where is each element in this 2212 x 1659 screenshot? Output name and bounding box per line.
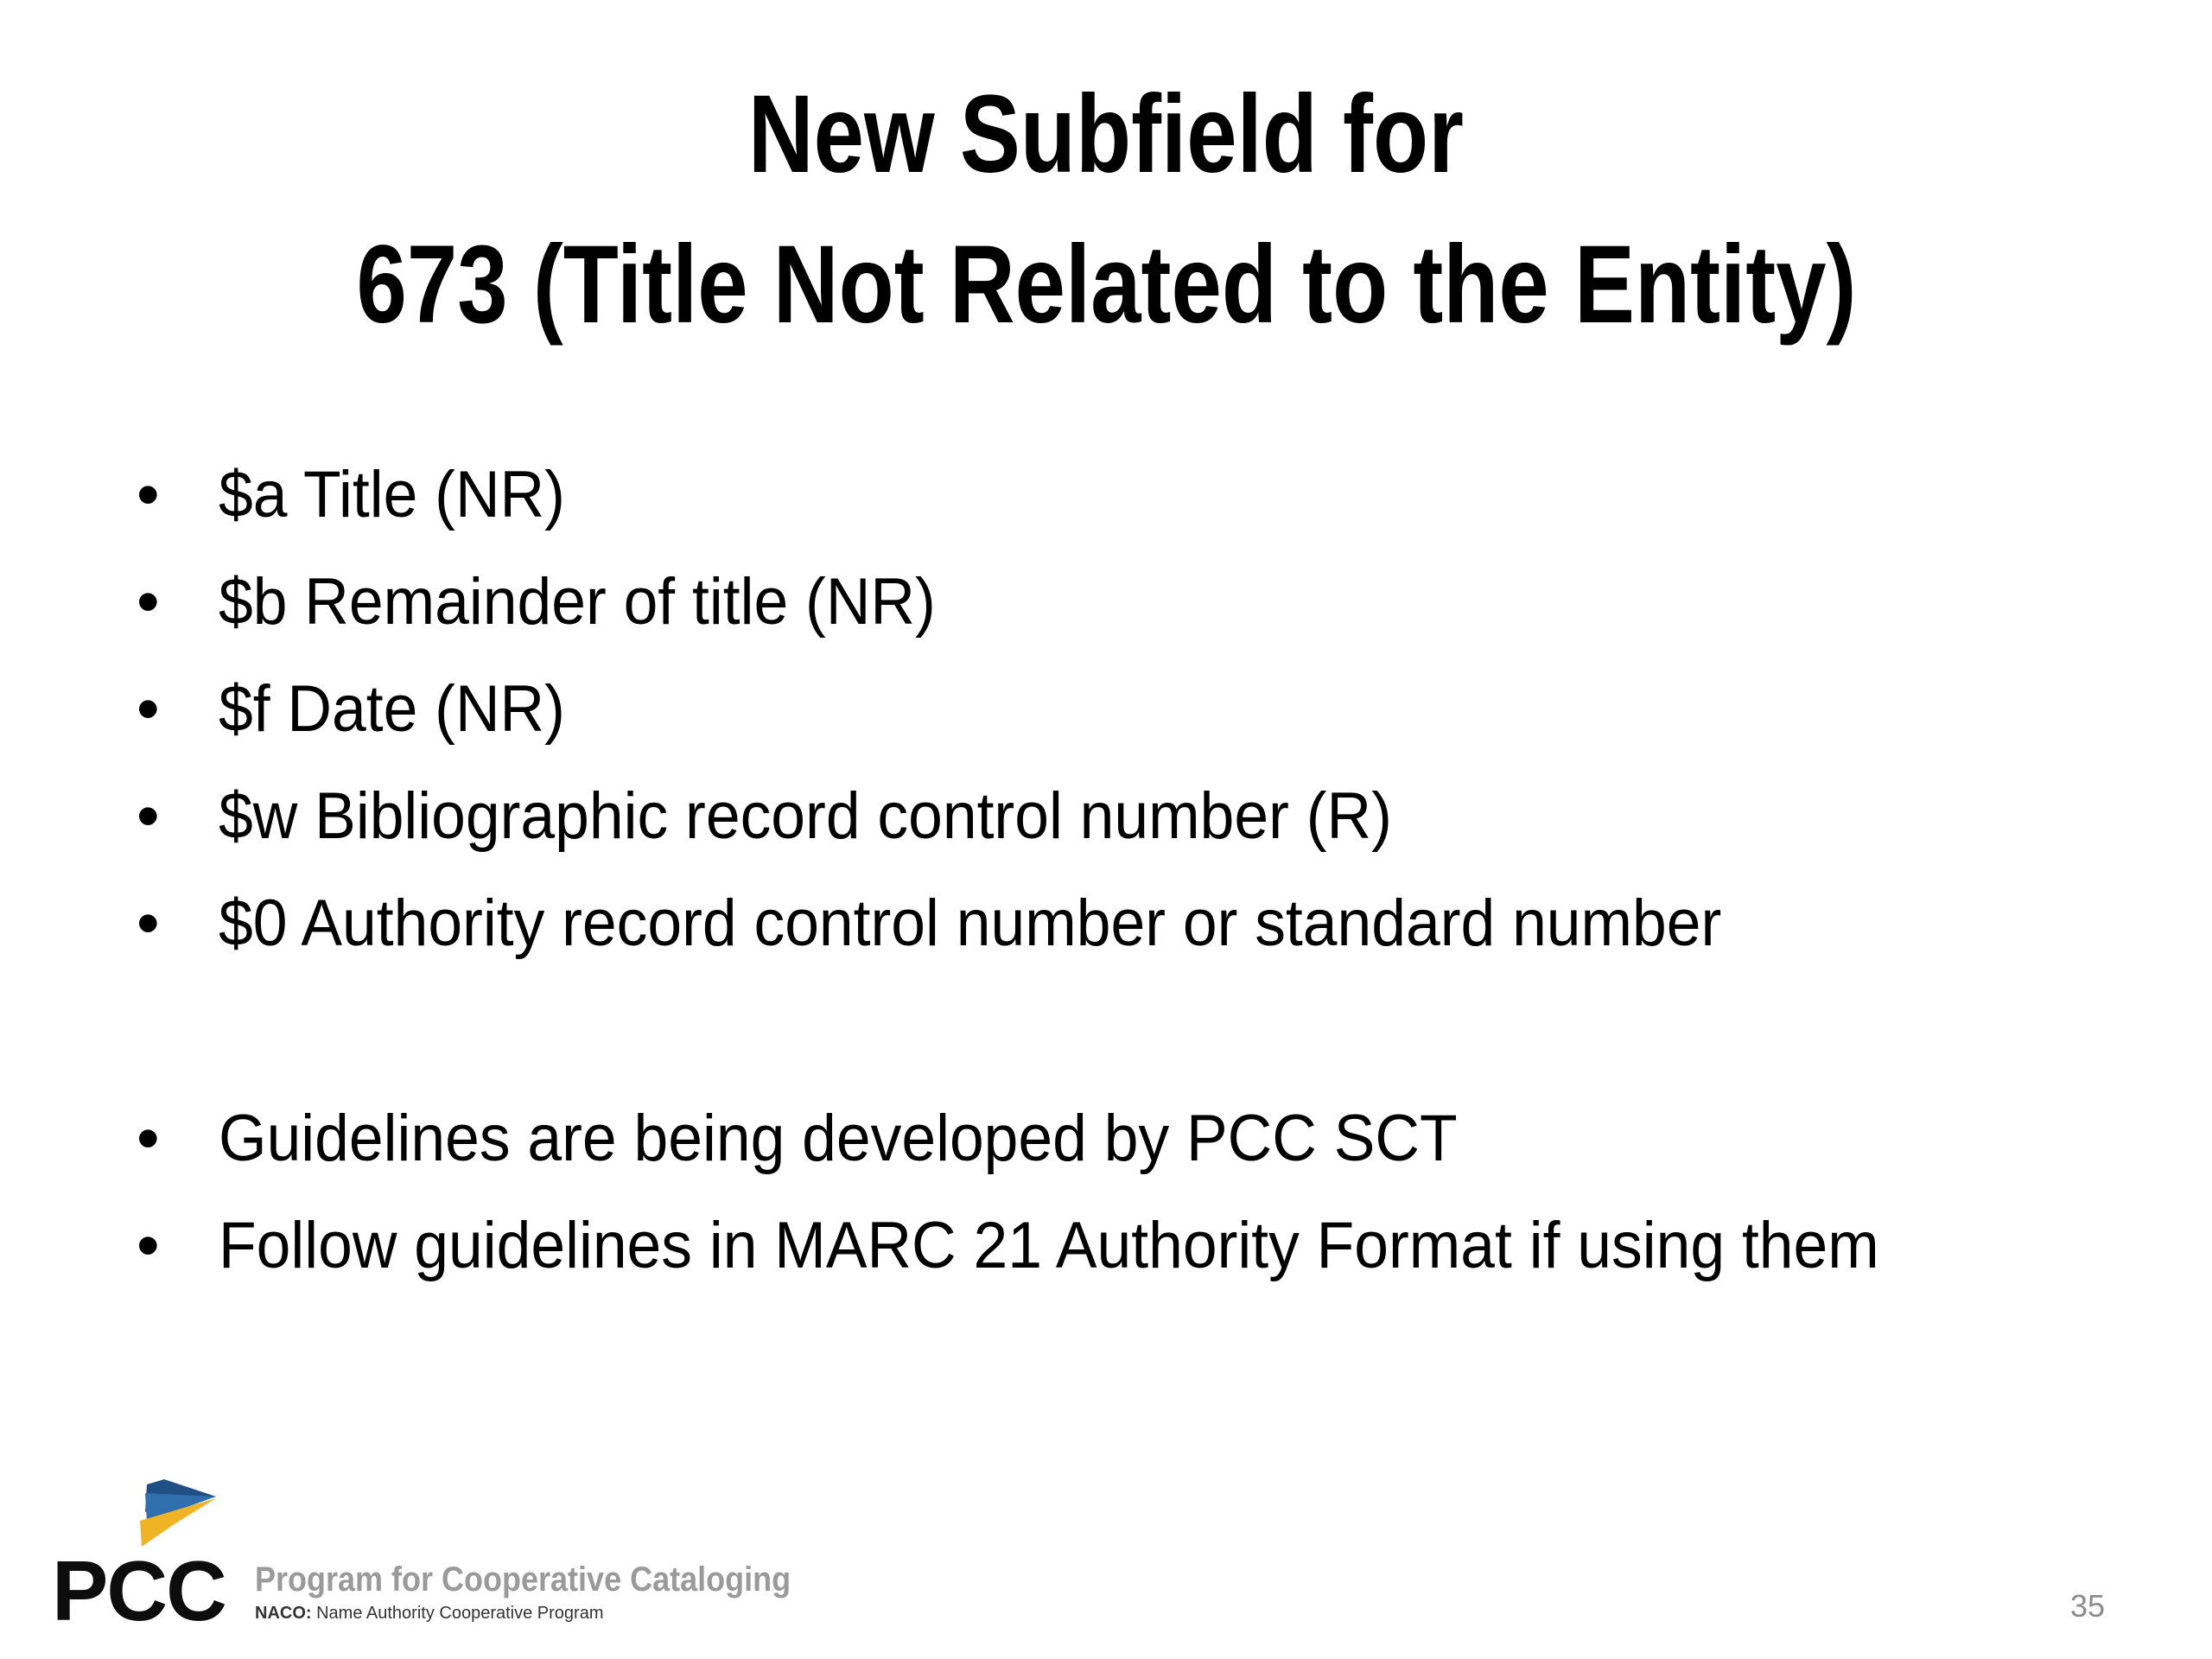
slide-title-line-2: 673 (Title Not Related to the Entity) [356, 223, 1856, 346]
logo-acronym: PCC [52, 1543, 227, 1638]
logo-subtitle: NACO: Name Authority Cooperative Program [255, 1604, 604, 1623]
logo-name: Program for Cooperative Cataloging [255, 1560, 791, 1599]
pcc-logo: PCC Program for Cooperative Cataloging N… [52, 1478, 830, 1633]
slide-title-line-1: New Subfield for [747, 73, 1465, 196]
page-number: 35 [2070, 1588, 2106, 1624]
pcc-sail-icon [140, 1479, 216, 1547]
